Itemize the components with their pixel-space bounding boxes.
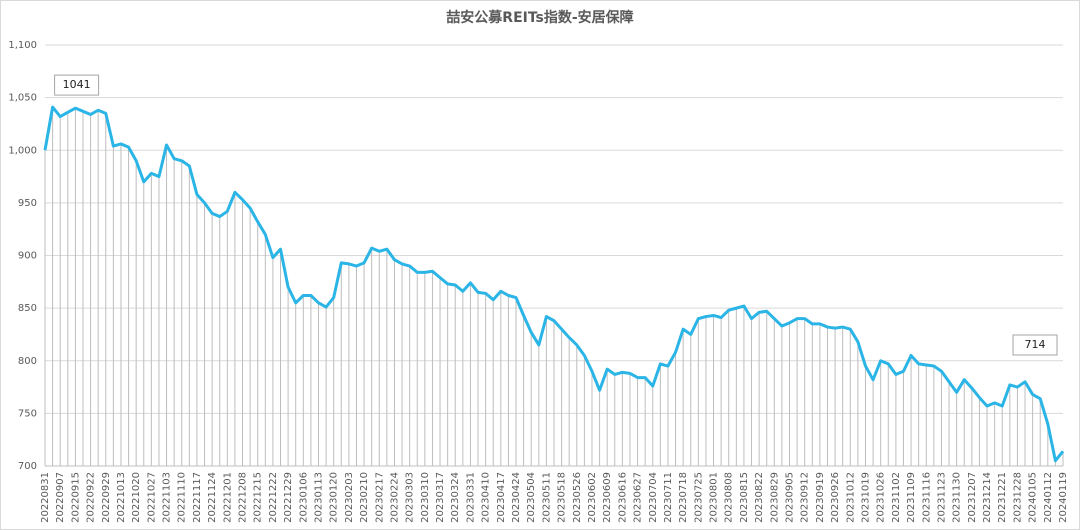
x-tick-label: 20231019 — [860, 472, 871, 523]
y-tick-label: 1,050 — [8, 93, 37, 104]
x-tick-label: 20231130 — [952, 472, 963, 523]
x-tick-label: 20221020 — [131, 472, 142, 523]
x-tick-label: 20230303 — [405, 472, 416, 523]
x-tick-label: 20221124 — [207, 472, 218, 523]
y-tick-label: 850 — [18, 303, 37, 314]
x-tick-label: 20230424 — [511, 472, 522, 523]
x-tick-label: 20221208 — [238, 472, 249, 523]
x-tick-label: 20230310 — [420, 472, 431, 523]
x-tick-label: 20221027 — [146, 472, 157, 523]
x-tick-label: 20230224 — [389, 472, 400, 523]
x-tick-label: 20230822 — [754, 472, 765, 523]
x-tick-label: 20230106 — [298, 472, 309, 523]
y-tick-label: 750 — [18, 408, 37, 419]
chart-title: 喆安公募REITs指数-安居保障 — [446, 9, 633, 26]
y-tick-label: 1,000 — [8, 145, 37, 156]
y-tick-label: 950 — [18, 198, 37, 209]
data-label-box — [54, 74, 100, 96]
x-tick-label: 20221110 — [177, 472, 188, 523]
x-tick-label: 20230504 — [526, 472, 537, 523]
x-tick-label: 20230511 — [541, 472, 552, 523]
x-tick-label: 20230815 — [739, 472, 750, 523]
x-tick-label: 20230829 — [769, 472, 780, 523]
x-tick-label: 20231109 — [906, 472, 917, 523]
x-tick-label: 20240119 — [1058, 472, 1069, 523]
x-tick-label: 20221222 — [268, 472, 279, 523]
x-tick-label: 20230725 — [693, 472, 704, 523]
x-tick-label: 20230602 — [587, 472, 598, 523]
x-tick-label: 20220831 — [40, 472, 51, 523]
x-tick-label: 20220929 — [101, 472, 112, 523]
data-line — [43, 105, 1065, 463]
x-tick-label: 20231123 — [936, 472, 947, 523]
x-tick-label: 20221013 — [116, 472, 127, 523]
x-tick-label: 20230801 — [709, 472, 720, 523]
x-tick-label: 20230718 — [678, 472, 689, 523]
x-tick-label: 20230905 — [785, 472, 796, 523]
x-tick-label: 20230331 — [465, 472, 476, 523]
data-label-box — [1012, 334, 1058, 356]
x-tick-label: 20220915 — [70, 472, 81, 523]
x-tick-label: 20240112 — [1043, 472, 1054, 523]
x-tick-label: 20230417 — [496, 472, 507, 523]
x-tick-label: 20230627 — [633, 472, 644, 523]
x-tick-label: 20230410 — [481, 472, 492, 523]
y-tick-label: 1,100 — [8, 40, 37, 51]
x-tick-label: 20230704 — [648, 472, 659, 523]
x-tick-label: 20230526 — [572, 472, 583, 523]
x-tick-label: 20230926 — [830, 472, 841, 523]
x-tick-label: 20230518 — [557, 472, 568, 523]
x-tick-label: 20230203 — [344, 472, 355, 523]
x-tick-label: 20221215 — [253, 472, 264, 523]
data-label: 1041 — [63, 78, 91, 91]
x-tick-label: 20221201 — [222, 472, 233, 523]
y-tick-label: 900 — [18, 251, 37, 262]
x-tick-label: 20230217 — [374, 472, 385, 523]
x-tick-label: 20230711 — [663, 472, 674, 523]
x-tick-label: 20231116 — [921, 472, 932, 523]
x-tick-label: 20230616 — [617, 472, 628, 523]
x-tick-label: 20230120 — [329, 472, 340, 523]
x-tick-label: 20230912 — [800, 472, 811, 523]
x-tick-label: 20221117 — [192, 472, 203, 523]
x-tick-label: 20221103 — [162, 472, 173, 523]
y-tick-label: 800 — [18, 356, 37, 367]
x-tick-label: 20230113 — [313, 472, 324, 523]
x-tick-label: 20231207 — [967, 472, 978, 523]
x-tick-label: 20231102 — [891, 472, 902, 523]
x-tick-label: 20230324 — [450, 472, 461, 523]
x-tick-label: 20220922 — [86, 472, 97, 523]
x-tick-label: 20231214 — [982, 472, 993, 523]
x-tick-label: 20230609 — [602, 472, 613, 523]
x-tick-label: 20231012 — [845, 472, 856, 523]
x-tick-label: 20221229 — [283, 472, 294, 523]
x-tick-label: 20230317 — [435, 472, 446, 523]
x-tick-label: 20231221 — [997, 472, 1008, 523]
y-tick-label: 700 — [18, 461, 37, 472]
x-tick-label: 20230808 — [724, 472, 735, 523]
x-tick-label: 20230210 — [359, 472, 370, 523]
x-tick-label: 20220907 — [55, 472, 66, 523]
data-label: 714 — [1025, 338, 1046, 351]
x-tick-label: 20231026 — [876, 472, 887, 523]
x-tick-label: 20231228 — [1012, 472, 1023, 523]
x-tick-label: 20230919 — [815, 472, 826, 523]
x-tick-label: 20240105 — [1028, 472, 1039, 523]
